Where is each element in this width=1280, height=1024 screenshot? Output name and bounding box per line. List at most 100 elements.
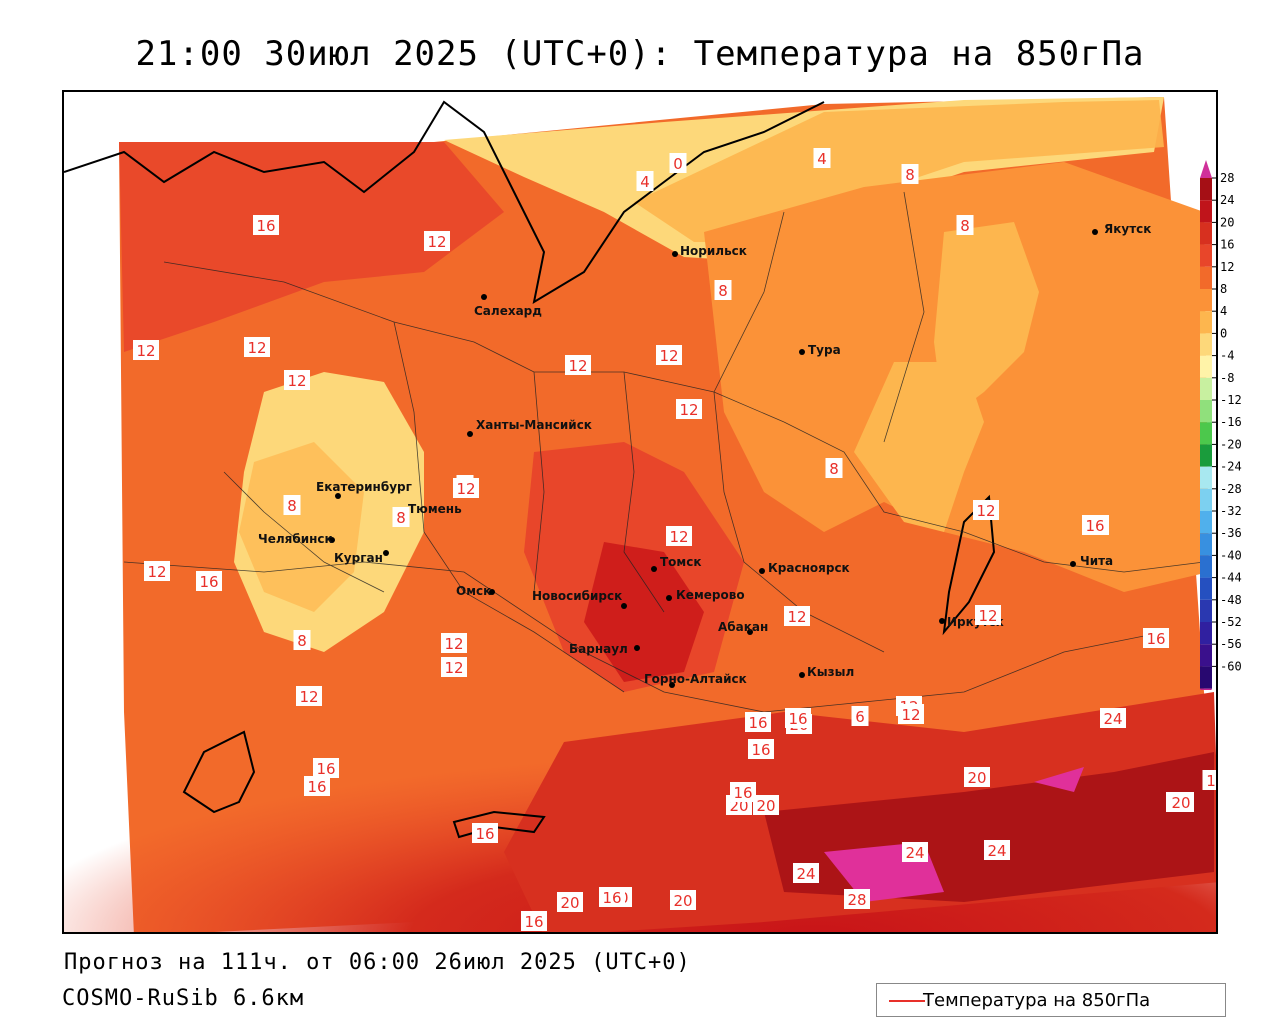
- isotherm-label-text: 6: [855, 708, 865, 726]
- isotherm-label: 12: [133, 340, 159, 360]
- colorbar-tick-label: -12: [1220, 393, 1242, 407]
- isotherm-label: 12: [666, 526, 692, 546]
- isotherm-label: 16: [785, 708, 811, 728]
- isotherm-label-bg: [745, 712, 771, 732]
- isotherm-label: 16: [1143, 628, 1169, 648]
- isotherm-label-bg: [669, 153, 687, 173]
- isotherm-label-bg: [284, 370, 310, 390]
- isotherm-label: 20: [964, 767, 990, 787]
- isotherm-label-bg: [424, 231, 450, 251]
- colorbar-swatch: [1200, 289, 1212, 312]
- isotherm-label-bg: [1202, 770, 1216, 790]
- isotherm-label-text: 16: [751, 741, 770, 759]
- isotherm-label-text: 0: [673, 155, 683, 173]
- colorbar-swatch: [1200, 555, 1212, 578]
- isotherm-label: 16: [745, 712, 771, 732]
- isotherm-label: 8: [956, 215, 974, 235]
- isotherm-label-bg: [453, 478, 479, 498]
- isotherm-label-text: 16: [307, 778, 326, 796]
- colorbar-swatch: [1200, 488, 1212, 511]
- colorbar-bottom-arrow: [1200, 688, 1212, 690]
- isotherm-label-bg: [1100, 708, 1126, 728]
- colorbar-tick-label: -8: [1220, 371, 1234, 385]
- isotherm-label-bg: [784, 606, 810, 626]
- isotherm-label-text: 12: [444, 635, 463, 653]
- isotherm-label: 8: [825, 458, 843, 478]
- isotherm-label-bg: [984, 840, 1010, 860]
- colorbar-tick-label: 20: [1220, 215, 1234, 229]
- colorbar-tick-label: -40: [1220, 548, 1242, 562]
- isotherm-label-bg: [599, 887, 625, 907]
- city-marker: [666, 595, 672, 601]
- isotherm-label-bg: [521, 911, 547, 931]
- colorbar-tick-label: -24: [1220, 460, 1242, 474]
- isotherm-label-text: 8: [287, 497, 297, 515]
- isotherm-label-text: 16: [475, 825, 494, 843]
- isotherm-label-bg: [813, 148, 831, 168]
- isotherm-label-layer: 1612044881212121212128848121212121612161…: [133, 148, 1216, 931]
- isotherm-label-text: 16: [316, 760, 335, 778]
- colorbar-swatch: [1200, 311, 1212, 334]
- isotherm-label-bg: [956, 215, 974, 235]
- city-marker: [651, 566, 657, 572]
- isotherm-label-text: 16: [602, 889, 621, 907]
- isotherm-label: 12: [296, 686, 322, 706]
- isotherm-label-bg: [785, 708, 811, 728]
- colorbar-swatch: [1200, 666, 1212, 689]
- isotherm-label-text: 8: [829, 460, 839, 478]
- isotherm-label-text: 24: [987, 842, 1006, 860]
- city-label: Якутск: [1104, 222, 1151, 236]
- isotherm-label: 28: [844, 889, 870, 909]
- isotherm-label: 20: [1168, 792, 1194, 812]
- isotherm-label-bg: [304, 776, 330, 796]
- isotherm-label: 12: [284, 370, 310, 390]
- colorbar-tick-label: 8: [1220, 282, 1227, 296]
- colorbar-swatch: [1200, 644, 1212, 667]
- isotherm-label-text: 8: [297, 632, 307, 650]
- city-marker: [467, 431, 473, 437]
- city-label: Тура: [808, 343, 841, 357]
- colorbar-tick-label: 4: [1220, 304, 1227, 318]
- isotherm-label-text: 8: [396, 509, 406, 527]
- city-marker: [669, 682, 675, 688]
- isotherm-label: 12: [975, 605, 1001, 625]
- city-label: Кызыл: [807, 665, 854, 679]
- isotherm-label-bg: [441, 633, 467, 653]
- map-title: 21:00 30июл 2025 (UTC+0): Температура на…: [135, 34, 1145, 74]
- colorbar-tick-label: -44: [1220, 571, 1242, 585]
- colorbar-swatch: [1200, 533, 1212, 556]
- isotherm-label: 20: [557, 892, 583, 912]
- isotherm-label: 8: [901, 164, 919, 184]
- colorbar-swatch: [1200, 599, 1212, 622]
- isotherm-label: 24: [902, 842, 928, 862]
- isotherm-label-bg: [714, 280, 732, 300]
- isotherm-label-bg: [196, 571, 222, 591]
- forecast-info: Прогноз на 111ч. от 06:00 26июл 2025 (UT…: [64, 950, 691, 975]
- isotherm-label-bg: [296, 686, 322, 706]
- isotherm-label: 12: [898, 704, 924, 724]
- isotherm-label-text: 12: [787, 608, 806, 626]
- isotherm-label-bg: [975, 605, 1001, 625]
- isotherm-label: 4: [813, 148, 831, 168]
- city-label: Горно-Алтайск: [644, 672, 747, 686]
- isotherm-label-text: 16: [1146, 630, 1165, 648]
- isotherm-label-text: 20: [756, 797, 775, 815]
- isotherm-label-text: 24: [796, 865, 815, 883]
- isotherm-label-text: 24: [905, 844, 924, 862]
- isotherm-label: 16: [472, 823, 498, 843]
- colorbar-tick-label: 28: [1220, 171, 1234, 185]
- city-marker: [481, 294, 487, 300]
- legend-line-swatch: [889, 1000, 925, 1002]
- isotherm-label-bg: [964, 767, 990, 787]
- isotherm-label: 12: [973, 500, 999, 520]
- isotherm-label-text: 12: [147, 563, 166, 581]
- city-marker: [489, 589, 495, 595]
- colorbar-swatch: [1200, 178, 1212, 201]
- caspian-sea-outline: [182, 730, 256, 814]
- balkhash-lake-outline: [452, 810, 546, 839]
- colorbar-swatch: [1200, 244, 1212, 267]
- city-marker: [1070, 561, 1076, 567]
- isotherm-label-bg: [253, 215, 279, 235]
- isotherm-label-bg: [557, 892, 583, 912]
- colorbar-top-arrow: [1200, 160, 1212, 178]
